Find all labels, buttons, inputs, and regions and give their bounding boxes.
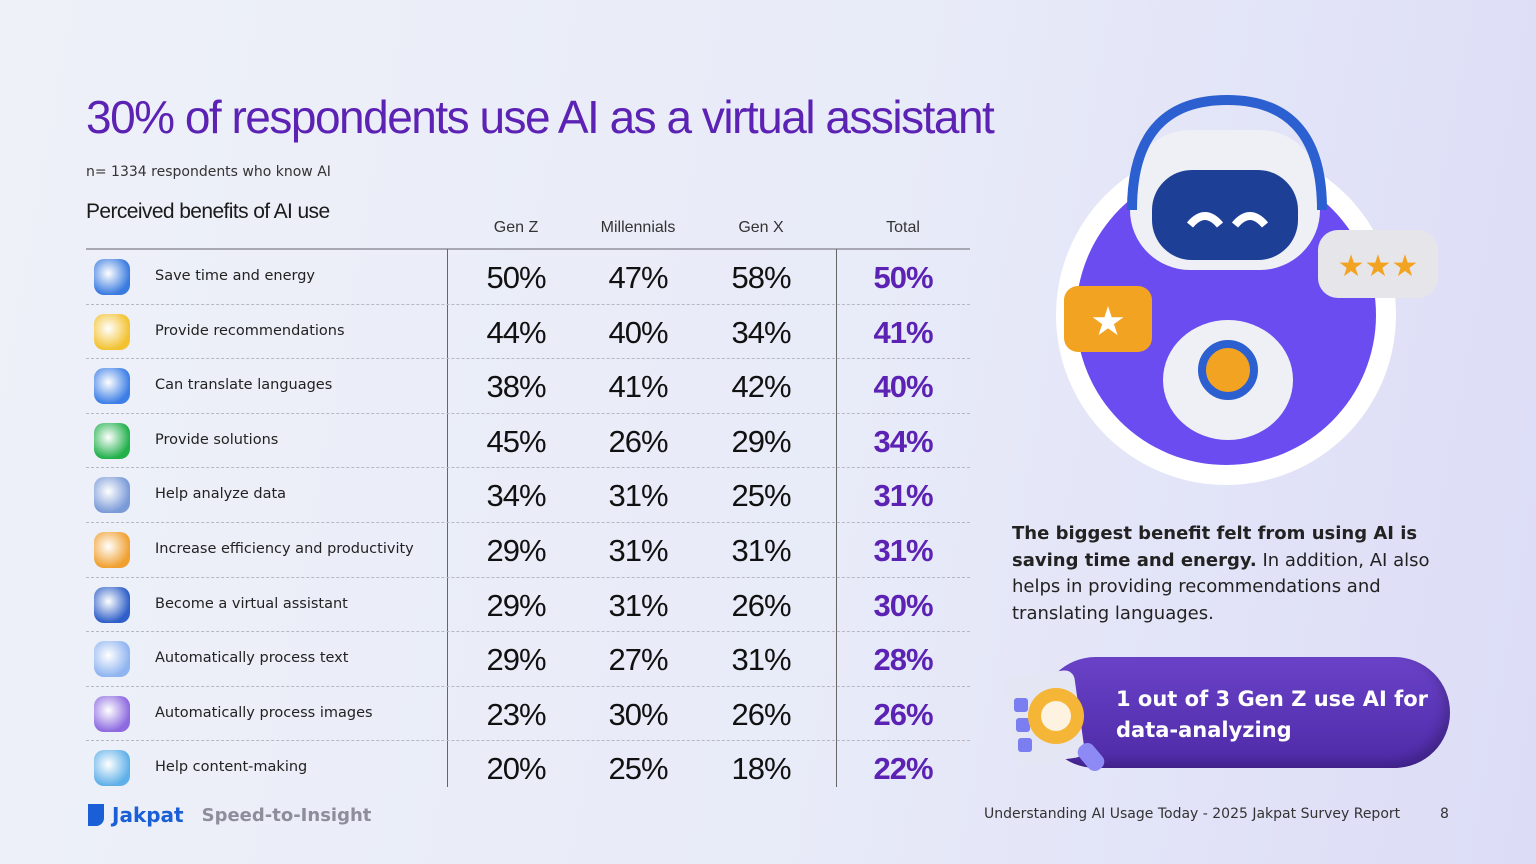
row-label: Help content-making	[155, 759, 308, 776]
table-row: Increase efficiency and productivity 29% 3…	[86, 523, 970, 578]
row-label: Become a virtual assistant	[155, 595, 348, 612]
column-divider	[836, 249, 837, 787]
value-cell: 42%	[731, 369, 791, 405]
total-value: 40%	[873, 369, 933, 405]
table-row: Become a virtual assistant 29% 31% 26% 30%	[86, 578, 970, 633]
pie-chart-icon	[94, 477, 130, 514]
content-icon	[94, 750, 130, 787]
value-cell: 29%	[486, 642, 546, 678]
value-cell: 23%	[486, 696, 546, 732]
table-header-divider	[86, 248, 970, 250]
image-ai-icon	[94, 695, 130, 732]
value-cell: 26%	[608, 423, 668, 459]
value-cell: 29%	[486, 587, 546, 623]
value-cell: 30%	[608, 696, 668, 732]
table-row: Help analyze data 34% 31% 25% 31%	[86, 468, 970, 523]
value-cell: 38%	[486, 369, 546, 405]
value-cell: 18%	[731, 751, 791, 787]
value-cell: 31%	[608, 533, 668, 568]
value-cell: 34%	[731, 314, 791, 350]
robot-icon	[94, 586, 130, 623]
value-cell: 44%	[486, 314, 546, 350]
lightbulb-icon	[94, 313, 130, 350]
robot-illustration: ★★★ ★	[1056, 94, 1438, 485]
value-cell: 50%	[486, 260, 546, 295]
total-value: 50%	[873, 260, 933, 295]
logo-brand: Jakpat	[112, 803, 184, 827]
table-row: Automatically process text 29% 27% 31% 28%	[86, 632, 970, 687]
insight-bold: The biggest benefit felt from using AI i…	[1012, 523, 1418, 571]
table-row: Can translate languages 38% 41% 42% 40%	[86, 359, 970, 414]
column-header-gen-x: Gen X	[738, 219, 784, 236]
value-cell: 45%	[486, 423, 546, 459]
value-cell: 40%	[608, 314, 668, 350]
table-row: Provide solutions 45% 26% 29% 34%	[86, 414, 970, 469]
value-cell: 31%	[731, 533, 791, 568]
logo: Jakpat Speed-to-Insight	[86, 802, 371, 828]
column-header-gen-z: Gen Z	[493, 219, 539, 236]
total-value: 41%	[873, 314, 933, 350]
logo-tagline: Speed-to-Insight	[201, 804, 372, 826]
row-label: Can translate languages	[155, 377, 333, 394]
value-cell: 34%	[486, 478, 546, 514]
table-title: Perceived benefits of AI use	[86, 200, 330, 223]
value-cell: 29%	[731, 423, 791, 459]
insight-text: The biggest benefit felt from using AI i…	[1012, 521, 1452, 627]
page-title: 30% of respondents use AI as a virtual a…	[86, 91, 995, 143]
table-row: Provide recommendations 44% 40% 34% 41%	[86, 305, 970, 360]
column-header-millennials: Millennials	[600, 219, 676, 236]
value-cell: 25%	[608, 751, 668, 787]
magnifier-document-icon	[1005, 670, 1105, 772]
value-cell: 26%	[731, 587, 791, 623]
sample-size-note: n= 1334 respondents who know AI	[86, 164, 331, 180]
value-cell: 47%	[608, 260, 668, 295]
total-value: 34%	[873, 423, 933, 459]
row-label: Help analyze data	[155, 486, 287, 503]
total-value: 22%	[873, 751, 933, 787]
total-value: 30%	[873, 587, 933, 623]
column-divider	[447, 249, 448, 787]
insight-rest: In addition, AI also helps in providing …	[1012, 549, 1430, 624]
value-cell: 26%	[731, 696, 791, 732]
row-label: Increase efficiency and productivity	[155, 541, 414, 557]
value-cell: 31%	[608, 478, 668, 514]
value-cell: 31%	[608, 587, 668, 623]
check-badge-icon	[94, 422, 130, 459]
callout-banner	[1040, 657, 1450, 768]
callout-line-1: 1 out of 3 Gen Z use AI for	[1116, 687, 1429, 711]
document-icon	[94, 641, 130, 678]
jakpat-logo-icon	[88, 804, 104, 826]
callout-line-2: data-analyzing	[1116, 718, 1292, 742]
svg-text:★★★: ★★★	[1338, 249, 1419, 284]
page-number: 8	[1440, 806, 1449, 822]
row-label: Automatically process text	[155, 650, 349, 667]
column-header-total: Total	[886, 219, 920, 236]
footer-report-title: Understanding AI Usage Today - 2025 Jakp…	[984, 806, 1401, 822]
gears-icon	[94, 532, 130, 568]
total-value: 31%	[873, 478, 933, 514]
value-cell: 31%	[731, 642, 791, 678]
value-cell: 41%	[608, 369, 668, 405]
row-label: Provide recommendations	[155, 322, 345, 339]
total-value: 28%	[873, 642, 933, 678]
stopwatch-icon	[94, 259, 130, 295]
row-label: Provide solutions	[155, 431, 279, 448]
value-cell: 58%	[731, 260, 791, 295]
value-cell: 27%	[608, 642, 668, 678]
value-cell: 20%	[486, 751, 546, 787]
total-value: 31%	[873, 533, 933, 568]
callout-text: 1 out of 3 Gen Z use AI for data-analyzin…	[1116, 684, 1428, 746]
row-label: Save time and energy	[155, 268, 315, 284]
total-value: 26%	[873, 696, 933, 732]
translate-icon	[94, 368, 130, 405]
value-cell: 25%	[731, 478, 791, 514]
table-row: Automatically process images 23% 30% 26% 26%	[86, 687, 970, 742]
value-cell: 29%	[486, 533, 546, 568]
row-label: Automatically process images	[155, 704, 373, 721]
table-row: Help content-making 20% 25% 18% 22%	[86, 741, 970, 796]
svg-text:★: ★	[1090, 299, 1126, 345]
table-row: Save time and energy 50% 47% 58% 50%	[86, 250, 970, 305]
